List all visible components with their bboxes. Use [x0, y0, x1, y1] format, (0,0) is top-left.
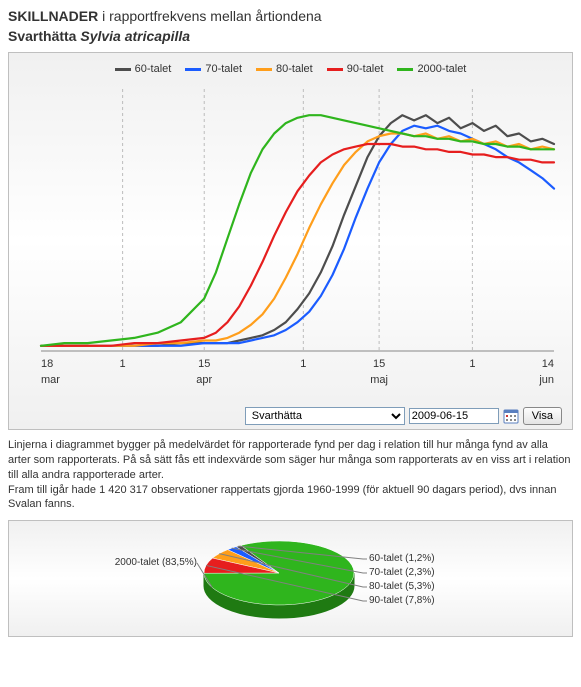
legend-swatch	[327, 68, 343, 71]
chart-controls: Svarthätta Visa	[19, 407, 562, 425]
legend-swatch	[115, 68, 131, 71]
svg-text:1: 1	[300, 358, 306, 370]
svg-text:mar: mar	[41, 374, 60, 386]
svg-text:15: 15	[373, 358, 385, 370]
pie-label: 80-talet (5,3%)	[369, 581, 435, 592]
piechart-container: 2000-talet (83,5%) 60-talet (1,2%) 70-tale…	[8, 520, 573, 637]
linechart-container: 60-talet 70-talet 80-talet 90-talet 2000-tal…	[8, 52, 573, 430]
piechart: 2000-talet (83,5%) 60-talet (1,2%) 70-tale…	[19, 531, 562, 626]
linechart-legend: 60-talet 70-talet 80-talet 90-talet 2000-tal…	[19, 63, 562, 75]
species-latin: Sylvia atricapilla	[80, 28, 190, 44]
legend-label: 2000-talet	[417, 63, 466, 75]
page-title: SKILLNADER i rapportfrekvens mellan årti…	[8, 8, 573, 24]
pie-label: 70-talet (2,3%)	[369, 567, 435, 578]
legend-label: 60-talet	[135, 63, 172, 75]
title-strong: SKILLNADER	[8, 8, 98, 24]
svg-text:1: 1	[469, 358, 475, 370]
date-input[interactable]	[409, 408, 499, 424]
title-rest: i rapportfrekvens mellan årtiondena	[98, 8, 321, 24]
desc-p1: Linjerna i diagrammet bygger på medelvär…	[8, 439, 570, 481]
species-title: Svarthätta Sylvia atricapilla	[8, 28, 573, 44]
legend-item: 2000-talet	[397, 63, 466, 75]
svg-text:jun: jun	[538, 374, 554, 386]
svg-text:18: 18	[41, 358, 53, 370]
legend-item: 70-talet	[185, 63, 242, 75]
legend-item: 60-talet	[115, 63, 172, 75]
svg-text:15: 15	[198, 358, 210, 370]
svg-text:apr: apr	[196, 374, 212, 386]
pie-label: 60-talet (1,2%)	[369, 553, 435, 564]
legend-item: 80-talet	[256, 63, 313, 75]
legend-item: 90-talet	[327, 63, 384, 75]
svg-text:maj: maj	[370, 374, 388, 386]
chart-description: Linjerna i diagrammet bygger på medelvär…	[8, 438, 573, 512]
legend-swatch	[185, 68, 201, 71]
calendar-icon[interactable]	[503, 408, 519, 424]
species-select[interactable]: Svarthätta	[245, 407, 405, 425]
svg-text:14: 14	[542, 358, 554, 370]
species-common: Svarthätta	[8, 28, 80, 44]
legend-label: 70-talet	[205, 63, 242, 75]
svg-text:1: 1	[120, 358, 126, 370]
legend-swatch	[256, 68, 272, 71]
legend-label: 80-talet	[276, 63, 313, 75]
show-button[interactable]: Visa	[523, 407, 562, 425]
legend-label: 90-talet	[347, 63, 384, 75]
legend-swatch	[397, 68, 413, 71]
linechart: 18 1 15 1 15 1 14 mar apr maj jun	[19, 81, 562, 401]
desc-p2: Fram till igår hade 1 420 317 observatio…	[8, 484, 557, 511]
pie-label: 90-talet (7,8%)	[369, 595, 435, 606]
pie-label: 2000-talet (83,5%)	[115, 557, 197, 568]
